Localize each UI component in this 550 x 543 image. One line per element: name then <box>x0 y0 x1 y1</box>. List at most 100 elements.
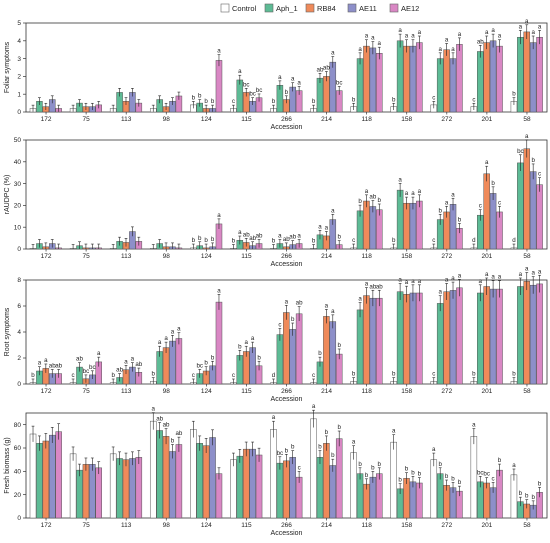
significance-label: a <box>451 46 455 53</box>
bar-ae11-214 <box>329 61 337 113</box>
bar-rb84-158 <box>403 478 410 519</box>
bar-ae11-98 <box>169 451 176 519</box>
significance-label: b <box>411 469 415 476</box>
significance-label: b <box>272 98 276 105</box>
x-tick-label: 75 <box>82 388 90 395</box>
x-tick-label: 98 <box>163 522 171 529</box>
significance-label: b <box>352 96 356 103</box>
y-tick-label: 20 <box>14 492 22 499</box>
significance-label: bc <box>477 469 484 476</box>
y-tick-label: 80 <box>14 422 22 429</box>
bar-aph_1-266 <box>276 462 284 519</box>
significance-label: a <box>238 68 242 75</box>
significance-label: a <box>531 270 535 277</box>
significance-label: b <box>378 461 382 468</box>
bar-ae12-118 <box>376 473 383 519</box>
bar-ae12-118 <box>376 297 383 385</box>
bar-ae11-172 <box>48 434 56 519</box>
significance-label: b <box>192 237 196 244</box>
y-tick-label: 10 <box>14 224 22 231</box>
bar-ae11-201 <box>489 288 497 385</box>
y-tick-label: 8 <box>17 277 21 284</box>
significance-label: ab <box>135 361 142 368</box>
bar-rb84-201 <box>483 286 490 385</box>
legend-label-rb84: RB84 <box>317 4 336 13</box>
x-tick-label: 158 <box>401 388 412 395</box>
significance-label: b <box>418 471 422 478</box>
x-tick-label: 158 <box>401 116 412 123</box>
significance-label: a <box>365 33 369 40</box>
bar-aph_1-118 <box>356 210 364 250</box>
bar-rb84-58 <box>523 148 531 250</box>
bar-ae12-118 <box>376 209 383 250</box>
significance-label: b <box>512 91 516 98</box>
significance-label: c <box>432 237 435 244</box>
significance-label: a <box>285 298 289 305</box>
significance-label: b <box>392 371 396 378</box>
bar-aph_1-118 <box>356 58 364 113</box>
significance-label: b <box>318 444 322 451</box>
significance-label: bc <box>243 81 250 88</box>
significance-label: a <box>432 446 436 453</box>
bar-aph_1-58 <box>517 286 524 385</box>
x-tick-label: 124 <box>201 388 212 395</box>
bar-aph_1-158 <box>396 189 404 250</box>
significance-label: ab <box>76 356 83 363</box>
significance-label: b <box>458 479 462 486</box>
bar-ae12-214 <box>335 438 343 519</box>
significance-label: bc <box>196 362 203 369</box>
bar-rb84-118 <box>363 295 370 385</box>
x-tick-label: 172 <box>41 253 52 260</box>
bar-control-201 <box>470 436 478 519</box>
bar-ae12-98 <box>175 338 183 385</box>
legend-label-aph_1: Aph_1 <box>276 4 298 13</box>
significance-label: bc <box>483 471 490 478</box>
significance-label: b <box>538 480 542 487</box>
bar-rb84-58 <box>523 31 531 113</box>
x-tick-label: 172 <box>41 116 52 123</box>
significance-label: a <box>238 229 242 236</box>
significance-label: a <box>291 76 295 83</box>
significance-label: bc <box>83 368 90 375</box>
bar-ae12-58 <box>536 283 543 385</box>
significance-label: a <box>438 289 442 296</box>
bar-rb84-172 <box>42 440 50 519</box>
bar-ae11-214 <box>329 465 337 519</box>
significance-label: a <box>177 326 181 333</box>
significance-label: b <box>525 493 529 500</box>
bar-ae12-158 <box>416 42 423 113</box>
legend-label-ae11: AE11 <box>359 4 377 13</box>
significance-label: a <box>318 223 322 230</box>
x-tick-label: 115 <box>241 116 252 123</box>
x-tick-label: 124 <box>201 253 212 260</box>
significance-label: b <box>291 444 295 451</box>
significance-label: b <box>211 236 215 243</box>
significance-label: b <box>531 157 535 164</box>
significance-label: a <box>411 33 415 40</box>
x-tick-label: 158 <box>401 522 412 529</box>
legend-label-ae12: AE12 <box>401 4 419 13</box>
significance-label: c <box>312 372 315 379</box>
significance-label: a <box>152 406 156 413</box>
bar-rb84-201 <box>483 173 490 250</box>
bar-ae12-58 <box>536 36 543 113</box>
significance-label: b <box>238 343 242 350</box>
significance-label: ab <box>477 38 484 45</box>
significance-label: a <box>498 274 502 281</box>
significance-label: ab <box>376 283 383 290</box>
bar-aph_1-158 <box>396 40 404 113</box>
bar-ae11-158 <box>409 292 417 385</box>
significance-label: b <box>198 235 202 242</box>
x-tick-label: 124 <box>201 116 212 123</box>
y-tick-label: 6 <box>17 303 21 310</box>
significance-label: b <box>152 371 156 378</box>
bar-aph_1-115 <box>236 455 244 519</box>
x-axis-label: Accession <box>271 396 303 403</box>
significance-label: bc <box>89 364 96 371</box>
significance-label: b <box>285 89 289 96</box>
x-tick-label: 115 <box>241 388 252 395</box>
x-tick-label: 266 <box>281 522 292 529</box>
x-tick-label: 172 <box>41 388 52 395</box>
y-tick-label: 2 <box>17 355 21 362</box>
